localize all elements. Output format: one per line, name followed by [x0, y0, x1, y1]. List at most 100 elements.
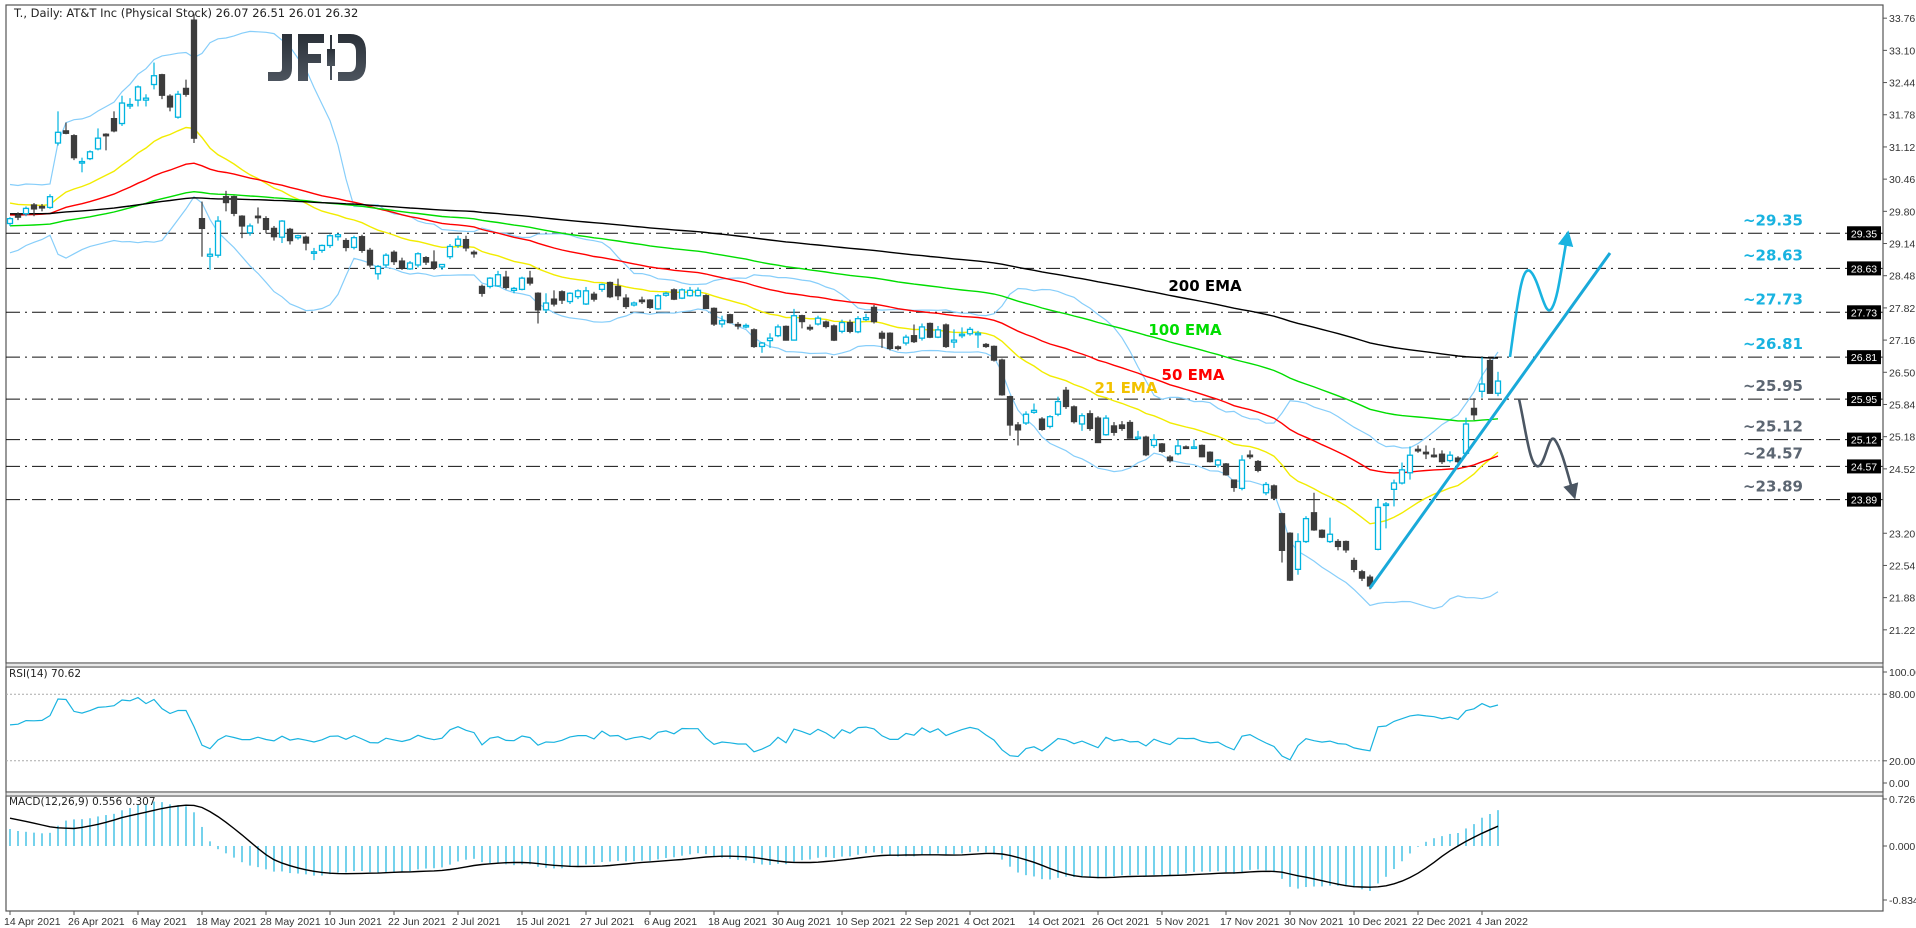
candle[interactable]: [406, 261, 414, 270]
candle[interactable]: [1494, 371, 1502, 397]
candle[interactable]: [182, 79, 190, 97]
candle[interactable]: [1246, 450, 1254, 460]
candle[interactable]: [14, 212, 22, 221]
candle[interactable]: [1126, 420, 1134, 439]
candle[interactable]: [638, 296, 646, 305]
candle[interactable]: [926, 322, 934, 339]
trendline[interactable]: [1368, 252, 1612, 589]
candle[interactable]: [294, 234, 302, 240]
candle[interactable]: [1174, 439, 1182, 456]
candle[interactable]: [502, 270, 510, 290]
candle[interactable]: [846, 319, 854, 334]
candle[interactable]: [822, 320, 830, 329]
candle[interactable]: [1374, 499, 1382, 551]
candle[interactable]: [54, 111, 62, 146]
candle[interactable]: [1238, 455, 1246, 491]
candle[interactable]: [414, 252, 422, 268]
candle[interactable]: [1198, 444, 1206, 458]
candle[interactable]: [1158, 443, 1166, 453]
panel-separator[interactable]: [5, 662, 1884, 668]
candle[interactable]: [1054, 396, 1062, 417]
candle[interactable]: [78, 157, 86, 173]
candle[interactable]: [1406, 446, 1414, 480]
candle[interactable]: [342, 238, 350, 252]
candle[interactable]: [22, 206, 30, 217]
candle[interactable]: [1382, 502, 1390, 529]
candle[interactable]: [726, 313, 734, 324]
candle[interactable]: [1318, 529, 1326, 539]
candle[interactable]: [1262, 482, 1270, 496]
candle[interactable]: [62, 122, 70, 135]
candle[interactable]: [358, 234, 366, 253]
candle[interactable]: [1230, 479, 1238, 492]
candle[interactable]: [326, 234, 334, 248]
candle[interactable]: [1486, 357, 1494, 394]
candle[interactable]: [1214, 459, 1222, 468]
candle[interactable]: [1014, 422, 1022, 446]
candle[interactable]: [1286, 532, 1294, 582]
candle[interactable]: [1310, 492, 1318, 531]
candle[interactable]: [206, 247, 214, 270]
candle[interactable]: [422, 256, 430, 265]
candle[interactable]: [558, 290, 566, 305]
candle[interactable]: [1046, 415, 1054, 429]
candle[interactable]: [862, 313, 870, 322]
candle[interactable]: [38, 204, 46, 212]
candle[interactable]: [670, 288, 678, 301]
candle[interactable]: [238, 215, 246, 239]
candle[interactable]: [646, 299, 654, 309]
candle[interactable]: [534, 292, 542, 324]
candle[interactable]: [302, 235, 310, 251]
candle[interactable]: [246, 223, 254, 236]
candle[interactable]: [102, 133, 110, 151]
candle[interactable]: [278, 220, 286, 244]
candle[interactable]: [910, 324, 918, 344]
candle[interactable]: [694, 287, 702, 297]
candle[interactable]: [686, 286, 694, 297]
candle[interactable]: [1118, 421, 1126, 431]
candle[interactable]: [318, 244, 326, 253]
candle[interactable]: [1222, 463, 1230, 476]
candle[interactable]: [702, 294, 710, 310]
candle[interactable]: [30, 203, 38, 217]
candle[interactable]: [1206, 451, 1214, 463]
candle[interactable]: [854, 316, 862, 334]
candle[interactable]: [1326, 517, 1334, 544]
candle[interactable]: [662, 291, 670, 297]
candle[interactable]: [1422, 445, 1430, 460]
candle[interactable]: [1358, 569, 1366, 582]
candle[interactable]: [110, 111, 118, 133]
candle[interactable]: [1278, 512, 1286, 563]
candle[interactable]: [1022, 411, 1030, 425]
candle[interactable]: [158, 73, 166, 100]
candle[interactable]: [150, 62, 158, 90]
candle[interactable]: [774, 324, 782, 338]
candle[interactable]: [814, 315, 822, 326]
candle[interactable]: [974, 330, 982, 348]
candle[interactable]: [1078, 413, 1086, 431]
candle[interactable]: [134, 85, 142, 107]
candle[interactable]: [758, 342, 766, 353]
candle[interactable]: [678, 288, 686, 300]
candle[interactable]: [1390, 479, 1398, 507]
candle[interactable]: [438, 263, 446, 270]
candle[interactable]: [462, 235, 470, 252]
candle[interactable]: [606, 281, 614, 299]
candle[interactable]: [718, 315, 726, 328]
candle[interactable]: [222, 190, 230, 212]
candle[interactable]: [6, 217, 14, 226]
candle[interactable]: [1414, 445, 1422, 453]
candle[interactable]: [1062, 386, 1070, 409]
candle[interactable]: [1398, 462, 1406, 485]
candle[interactable]: [1254, 460, 1262, 473]
candle[interactable]: [198, 201, 206, 257]
candle[interactable]: [374, 264, 382, 280]
candle[interactable]: [622, 294, 630, 309]
candle[interactable]: [870, 304, 878, 324]
candle[interactable]: [1038, 417, 1046, 431]
candle[interactable]: [350, 235, 358, 250]
candle[interactable]: [550, 290, 558, 307]
candle[interactable]: [1470, 398, 1478, 421]
candle[interactable]: [1134, 430, 1142, 440]
candle[interactable]: [902, 334, 910, 346]
